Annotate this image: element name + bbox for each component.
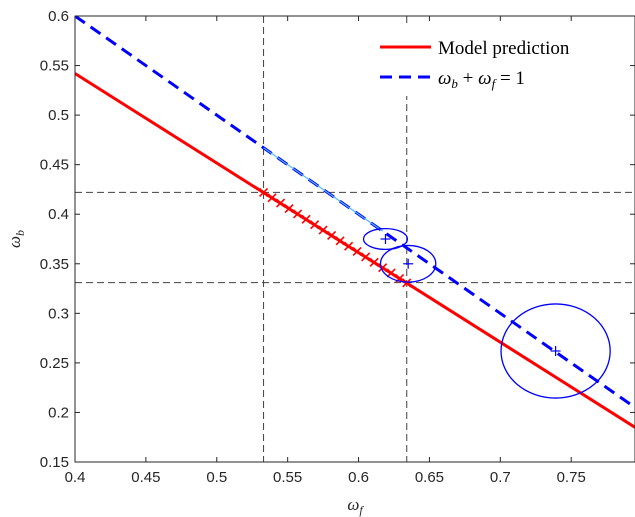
plot-content bbox=[75, 16, 635, 462]
cross-marker-stroke bbox=[293, 209, 303, 219]
y-axis-label: ωb bbox=[5, 230, 27, 248]
cross-marker bbox=[402, 278, 412, 288]
cross-marker bbox=[318, 225, 328, 235]
cross-marker bbox=[301, 214, 311, 224]
cross-marker-stroke bbox=[301, 214, 311, 224]
x-tick-label: 0.65 bbox=[415, 469, 444, 486]
cross-marker bbox=[369, 257, 379, 267]
y-tick-label: 0.55 bbox=[40, 58, 69, 75]
x-tick-label: 0.75 bbox=[557, 469, 586, 486]
plus-marker bbox=[380, 234, 391, 244]
y-tick-label: 0.15 bbox=[40, 454, 69, 471]
uncertainty-ellipse-0 bbox=[362, 227, 409, 251]
x-axis-ticks: 0.4 0.45 0.5 0.55 0.6 0.65 0.7 0.75 bbox=[65, 16, 586, 486]
legend-label-model-prediction: Model prediction bbox=[438, 38, 570, 59]
y-tick-label: 0.6 bbox=[48, 8, 69, 25]
plus-marker bbox=[550, 345, 561, 356]
cross-marker-stroke bbox=[352, 246, 362, 257]
cross-marker-stroke bbox=[378, 263, 388, 273]
cross-marker-stroke bbox=[258, 187, 269, 197]
cross-marker bbox=[352, 246, 362, 257]
x-tick-label: 0.5 bbox=[206, 469, 227, 486]
y-axis-ticks: 0.15 0.2 0.25 0.3 0.35 0.4 0.45 0.5 0.55 0.6 bbox=[40, 8, 635, 471]
cross-marker bbox=[267, 193, 277, 203]
cross-marker bbox=[310, 220, 320, 230]
x-tick-label: 0.45 bbox=[131, 469, 160, 486]
x-tick-label: 0.7 bbox=[490, 469, 511, 486]
cross-marker bbox=[344, 241, 354, 251]
y-tick-label: 0.3 bbox=[48, 305, 69, 322]
cross-marker-stroke bbox=[318, 225, 328, 235]
uncertainty-ellipse-2 bbox=[500, 303, 611, 399]
cyan-segment bbox=[263, 147, 383, 232]
cross-marker-stroke bbox=[276, 198, 286, 208]
cross-marker-stroke bbox=[344, 241, 354, 251]
plot-frame bbox=[74, 15, 635, 463]
y-tick-label: 0.4 bbox=[48, 206, 69, 223]
cross-marker-stroke bbox=[402, 278, 412, 288]
cross-marker-stroke bbox=[327, 230, 337, 240]
x-tick-label: 0.55 bbox=[273, 469, 302, 486]
legend-box bbox=[372, 26, 630, 96]
x-axis-label: ωf bbox=[347, 495, 364, 517]
cross-marker-stroke bbox=[386, 268, 396, 278]
cross-marker bbox=[327, 230, 337, 240]
cross-marker bbox=[258, 187, 269, 197]
uncertainty-ellipse-1 bbox=[379, 244, 437, 283]
legend-label-sum-constraint: ωb + ωf = 1 bbox=[438, 68, 525, 91]
cross-marker-stroke bbox=[267, 193, 277, 203]
cross-marker bbox=[386, 268, 396, 278]
cross-marker bbox=[293, 209, 303, 219]
cross-marker-stroke bbox=[361, 252, 371, 262]
x-tick-label: 0.6 bbox=[348, 469, 369, 486]
cross-marker-stroke bbox=[335, 236, 345, 246]
y-tick-label: 0.35 bbox=[40, 256, 69, 273]
cross-marker-stroke bbox=[310, 220, 320, 230]
y-tick-label: 0.2 bbox=[48, 404, 69, 421]
x-tick-label: 0.4 bbox=[65, 469, 86, 486]
cross-marker bbox=[335, 236, 345, 246]
cross-marker bbox=[361, 252, 371, 262]
plus-marker bbox=[403, 258, 414, 269]
cross-marker bbox=[284, 204, 294, 214]
cross-marker-stroke bbox=[284, 204, 294, 214]
cross-marker-stroke bbox=[369, 257, 379, 267]
y-tick-label: 0.25 bbox=[40, 355, 69, 372]
y-tick-label: 0.5 bbox=[48, 107, 69, 124]
legend: Model prediction ωb + ωf = 1 bbox=[372, 26, 630, 96]
cross-marker bbox=[276, 198, 286, 208]
y-tick-label: 0.45 bbox=[40, 157, 69, 174]
